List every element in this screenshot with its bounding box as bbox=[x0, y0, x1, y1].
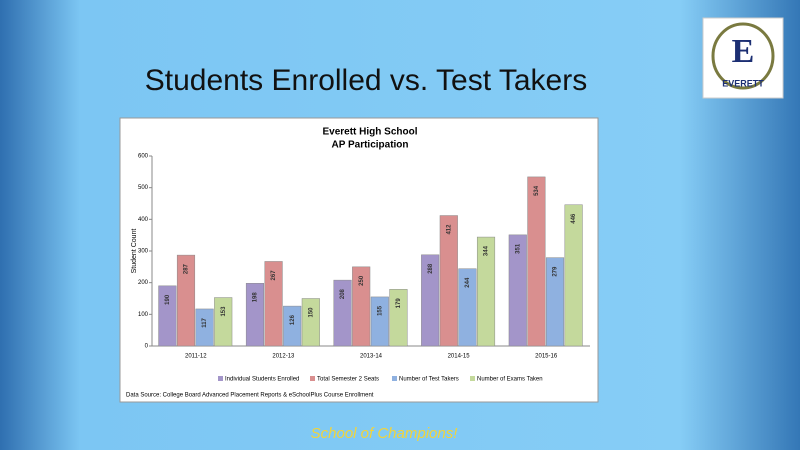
bar bbox=[264, 261, 283, 347]
bar bbox=[476, 236, 496, 347]
legend-label: Number of Test Takers bbox=[399, 377, 459, 383]
x-tick-label: 2014-15 bbox=[448, 354, 471, 360]
bar-label: 287 bbox=[184, 263, 190, 274]
bar bbox=[389, 289, 408, 347]
x-tick-label: 2015-16 bbox=[535, 354, 558, 360]
bar-label: 288 bbox=[428, 263, 434, 274]
bar bbox=[333, 279, 352, 347]
chart-subtitle: AP Participation bbox=[331, 140, 408, 151]
bar-label: 190 bbox=[165, 294, 171, 305]
bar-label: 446 bbox=[571, 213, 577, 224]
bar-label: 198 bbox=[253, 292, 259, 303]
bar bbox=[301, 298, 320, 347]
x-tick-label: 2011-12 bbox=[185, 354, 207, 360]
bar bbox=[352, 266, 371, 347]
bar-label: 344 bbox=[484, 245, 490, 256]
y-tick-label: 100 bbox=[138, 312, 149, 318]
bar-label: 155 bbox=[377, 305, 383, 316]
bar bbox=[458, 268, 477, 347]
bar bbox=[545, 257, 565, 347]
bar-label: 279 bbox=[553, 266, 559, 277]
bar-label: 179 bbox=[396, 298, 402, 309]
bar bbox=[158, 285, 177, 347]
legend-swatch bbox=[470, 376, 475, 381]
y-axis-label: Student Count bbox=[131, 229, 138, 274]
y-tick-label: 600 bbox=[138, 154, 149, 160]
bar bbox=[564, 204, 583, 347]
bar-label: 126 bbox=[290, 314, 296, 325]
footer: School of Champions! bbox=[311, 425, 459, 442]
bar-label: 412 bbox=[446, 224, 452, 235]
legend-label: Individual Students Enrolled bbox=[225, 377, 299, 383]
y-tick-label: 400 bbox=[138, 217, 149, 223]
logo-text: EVERETT bbox=[722, 78, 764, 88]
slide-title: Students Enrolled vs. Test Takers bbox=[145, 64, 587, 97]
bar bbox=[508, 234, 527, 347]
bar-label: 267 bbox=[271, 270, 277, 281]
bar bbox=[370, 296, 389, 347]
bar bbox=[421, 254, 440, 347]
y-tick-label: 200 bbox=[138, 280, 149, 286]
bar bbox=[527, 176, 546, 347]
bar-label: 351 bbox=[515, 243, 521, 254]
y-tick-label: 500 bbox=[138, 185, 149, 191]
legend-label: Number of Exams Taken bbox=[477, 377, 543, 383]
bar bbox=[176, 254, 196, 347]
y-tick-label: 300 bbox=[138, 249, 149, 255]
y-tick-label: 0 bbox=[145, 344, 149, 350]
bar bbox=[245, 283, 265, 347]
x-tick-label: 2013-14 bbox=[360, 354, 383, 360]
bar bbox=[195, 308, 214, 347]
bar-label: 534 bbox=[534, 185, 540, 196]
x-tick-label: 2012-13 bbox=[272, 354, 295, 360]
logo-wreath bbox=[711, 22, 775, 90]
source-note: Data Source: College Board Advanced Plac… bbox=[126, 393, 374, 399]
legend-swatch bbox=[218, 376, 223, 381]
legend-swatch bbox=[310, 376, 315, 381]
bar-label: 208 bbox=[340, 288, 346, 299]
bar bbox=[439, 215, 458, 347]
bar-label: 244 bbox=[465, 277, 471, 288]
bar-label: 117 bbox=[202, 317, 208, 327]
bar-label: 150 bbox=[308, 307, 314, 318]
logo-box bbox=[702, 17, 784, 99]
bar bbox=[283, 305, 302, 347]
chart-title: Everett High School bbox=[322, 127, 417, 138]
logo-letter: E bbox=[732, 33, 755, 70]
bar bbox=[214, 297, 233, 347]
legend-label: Total Semester 2 Seats bbox=[317, 377, 379, 383]
bar-label: 250 bbox=[359, 275, 365, 286]
legend-swatch bbox=[392, 376, 397, 381]
bar-label: 153 bbox=[221, 306, 227, 317]
